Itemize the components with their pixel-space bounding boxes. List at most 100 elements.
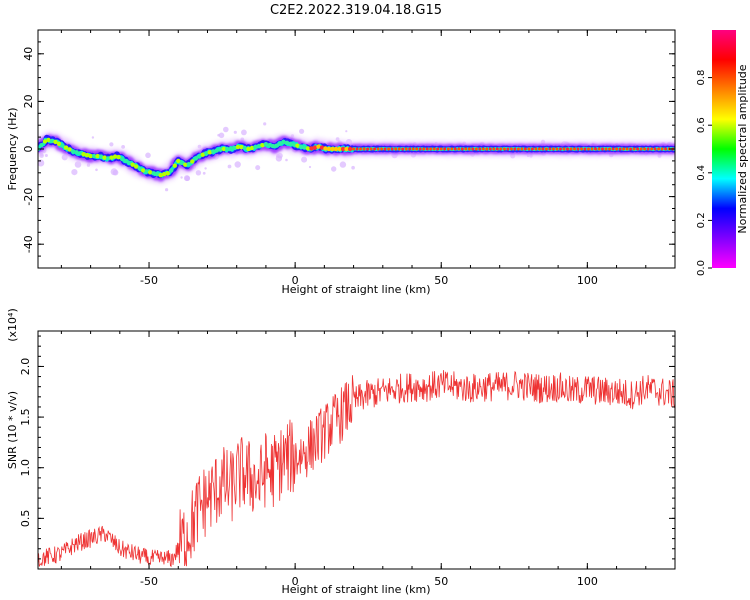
figure-title: C2E2.2022.319.04.18.G15: [270, 3, 442, 18]
spectrogram-peak-cell: [555, 147, 559, 151]
spectrogram-scatter-dot: [234, 161, 241, 168]
spectrogram-peak-cell: [218, 147, 223, 152]
spectrogram-peak-cell: [344, 146, 349, 152]
spectrogram-peak-cell: [576, 147, 580, 151]
spectrogram-peak-cell: [337, 146, 342, 152]
spectrogram-scatter-dot: [217, 133, 220, 137]
spectrogram-peak-cell: [485, 147, 489, 151]
spectrogram-peak-cell: [91, 153, 97, 159]
spectrogram-peak-cell: [291, 142, 297, 147]
spectrogram-peak-cell: [457, 147, 461, 151]
spectrogram-peak-cell: [422, 147, 426, 151]
spectrogram-peak-cell: [274, 143, 279, 148]
spectrogram-peak-cell: [411, 147, 415, 151]
spectrogram-xtick-label: 100: [577, 274, 598, 287]
spectrogram-peak-cell: [183, 162, 188, 167]
spectrogram-peak-cell: [141, 168, 146, 173]
spectrogram-peak-cell: [298, 144, 304, 149]
colorbar-gradient: [712, 30, 736, 268]
spectrogram-peak-cell: [179, 160, 184, 165]
spectrogram-peak-cell: [277, 141, 283, 146]
spectrogram-scatter-dot: [263, 122, 267, 126]
spectrogram-scatter-dot: [184, 175, 191, 181]
spectrogram-peak-cell: [429, 147, 433, 151]
spectrogram-peak-cell: [401, 147, 405, 151]
spectrogram-peak-cell: [488, 147, 492, 151]
spectrogram-peak-cell: [158, 173, 163, 178]
spectrogram-peak-cell: [281, 139, 286, 145]
spectrogram-peak-cell: [333, 146, 339, 152]
spectrogram-scatter-dot: [233, 130, 237, 134]
spectrogram-scatter-dot: [301, 156, 308, 163]
snr-ytick-label: 1.5: [19, 408, 32, 426]
spectrogram-peak-cell: [481, 147, 485, 151]
spectrogram-peak-cell: [42, 139, 48, 144]
spectrogram-peak-cell: [608, 147, 611, 151]
spectrogram-peak-cell: [256, 143, 262, 149]
spectrogram-peak-cell: [312, 145, 318, 150]
spectrogram-peak-cell: [49, 138, 55, 144]
spectrogram-peak-cell: [376, 147, 380, 151]
spectrogram-peak-cell: [387, 147, 391, 151]
spectrogram-scatter-dot: [285, 158, 288, 162]
spectrogram-peak-cell: [527, 147, 531, 151]
spectrogram-peak-cell: [622, 147, 626, 151]
spectrogram-peak-cell: [502, 147, 506, 151]
spectrogram-scatter-dot: [110, 168, 118, 176]
spectrogram-peak-cell: [474, 147, 478, 151]
spectrogram-peak-cell: [611, 147, 615, 151]
spectrogram-peak-cell: [105, 156, 111, 161]
spectrogram-peak-cell: [214, 148, 219, 153]
spectrogram-scatter-dot: [227, 164, 232, 169]
spectrogram-ytick-label: 20: [22, 94, 35, 108]
spectrogram-peak-cell: [246, 146, 251, 152]
colorbar-tick-label: 0.8: [696, 70, 707, 86]
spectrogram-ylabel: Frequency (Hz): [6, 108, 19, 191]
spectrogram-scatter-dot: [331, 166, 337, 172]
spectrogram-ytick-label: -20: [22, 188, 35, 206]
spectrogram-peak-cell: [650, 147, 654, 151]
spectrogram-peak-cell: [326, 146, 332, 152]
spectrogram-peak-cell: [415, 147, 419, 151]
spectrogram-scatter-dot: [121, 145, 125, 149]
spectrogram-heatmap: [38, 122, 675, 192]
spectrogram-peak-cell: [551, 147, 555, 151]
spectrogram-peak-cell: [583, 147, 587, 151]
spectrogram-peak-cell: [151, 171, 156, 176]
spectrogram-peak-cell: [530, 147, 534, 151]
spectrogram-scatter-dot: [195, 170, 202, 176]
spectrogram-peak-cell: [573, 147, 576, 151]
spectrogram-peak-cell: [200, 152, 205, 157]
spectrogram-scatter-dot: [223, 126, 229, 133]
spectrogram-peak-cell: [46, 137, 51, 143]
spectrogram-peak-cell: [446, 147, 450, 151]
snr-ytick-label: 1.0: [19, 459, 32, 477]
spectrogram-scatter-dot: [180, 176, 183, 179]
spectrogram-peak-cell: [359, 147, 363, 151]
spectrogram-peak-cell: [260, 143, 265, 148]
spectrogram-scatter-dot: [95, 168, 98, 172]
spectrogram-peak-cell: [657, 147, 661, 151]
spectrogram-xtick-label: 50: [434, 274, 448, 287]
spectrogram-peak-cell: [74, 150, 79, 155]
spectrogram-peak-cell: [249, 145, 255, 151]
spectrogram-peak-cell: [130, 162, 135, 167]
snr-xtick-label: 0: [292, 575, 299, 588]
spectrogram-peak-cell: [643, 147, 647, 151]
spectrogram-peak-cell: [309, 146, 314, 151]
spectrogram-peak-cell: [228, 146, 234, 152]
spectrogram-peak-cell: [495, 147, 499, 151]
spectrogram-peak-cell: [102, 155, 107, 160]
spectrogram-peak-cell: [137, 166, 142, 171]
spectrogram-peak-cell: [509, 147, 513, 151]
spectrogram-peak-cell: [418, 147, 422, 151]
spectrogram-scatter-dot: [202, 171, 206, 175]
spectrogram-axes: -50 0 50 100 -40 -20 0 20 40: [22, 29, 676, 287]
spectrogram-peak-cell: [172, 163, 177, 168]
spectrogram-peak-cell: [98, 154, 104, 159]
spectrogram-peak-cell: [471, 147, 475, 151]
spectrogram-peak-cell: [566, 147, 569, 151]
spectrogram-peak-cell: [169, 168, 174, 173]
spectrogram-peak-cell: [534, 147, 538, 151]
spectrogram-peak-cell: [270, 143, 276, 149]
